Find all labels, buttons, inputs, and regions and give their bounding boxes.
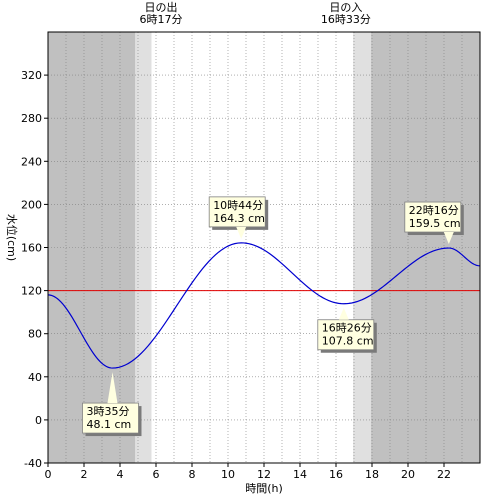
tide-line <box>47 242 481 369</box>
y-tick-label: 120 <box>21 285 42 298</box>
sunrise-label: 日の出 <box>145 0 178 14</box>
sunrise-time: 6時17分 <box>140 13 183 26</box>
y-tick-label: 160 <box>21 242 42 255</box>
y-tick-label: 200 <box>21 198 42 211</box>
x-tick-label: 12 <box>257 468 271 481</box>
x-tick-label: 14 <box>293 468 307 481</box>
sunset-label: 日の入 <box>329 1 362 14</box>
annotation-time: 16時26分 <box>322 322 372 335</box>
annotation-height: 159.5 cm <box>409 217 461 230</box>
y-tick-label: 280 <box>21 112 42 125</box>
annotation-time: 10時44分 <box>213 199 263 212</box>
annotation-pointer <box>107 372 118 404</box>
x-tick-label: 4 <box>117 468 124 481</box>
y-tick-label: 320 <box>21 69 42 82</box>
x-tick-label: 2 <box>81 468 88 481</box>
annotation-height: 48.1 cm <box>86 418 131 431</box>
y-tick-label: 80 <box>28 328 42 341</box>
night-shade-evening <box>371 32 480 463</box>
x-tick-label: 20 <box>401 468 415 481</box>
x-tick-label: 8 <box>189 468 196 481</box>
annotation-time: 22時16分 <box>409 204 459 217</box>
x-axis-label: 時間(h) <box>245 482 283 495</box>
y-tick-label: 240 <box>21 155 42 168</box>
y-tick-label: 0 <box>35 414 42 427</box>
annotation-box <box>404 201 462 233</box>
x-tick-label: 16 <box>329 468 343 481</box>
annotation-pointer <box>443 232 454 245</box>
annotation-box <box>82 402 139 434</box>
sunset-time: 16時33分 <box>321 13 371 26</box>
annotation-height: 164.3 cm <box>213 212 265 225</box>
y-tick-label: 40 <box>28 371 42 384</box>
annotation-time: 3時35分 <box>86 405 129 418</box>
x-tick-label: 0 <box>45 468 52 481</box>
night-shade-morning <box>48 32 136 463</box>
y-tick-label: -40 <box>24 457 42 470</box>
annotation-pointer <box>236 226 247 239</box>
annotation-height: 107.8 cm <box>322 335 374 348</box>
x-tick-label: 22 <box>437 468 451 481</box>
x-tick-label: 6 <box>153 468 160 481</box>
twilight-shade-evening <box>353 32 372 463</box>
x-tick-label: 10 <box>221 468 235 481</box>
x-tick-label: 18 <box>365 468 379 481</box>
annotation-pointer <box>338 307 349 320</box>
y-axis-label: 水位(cm) <box>5 214 19 261</box>
